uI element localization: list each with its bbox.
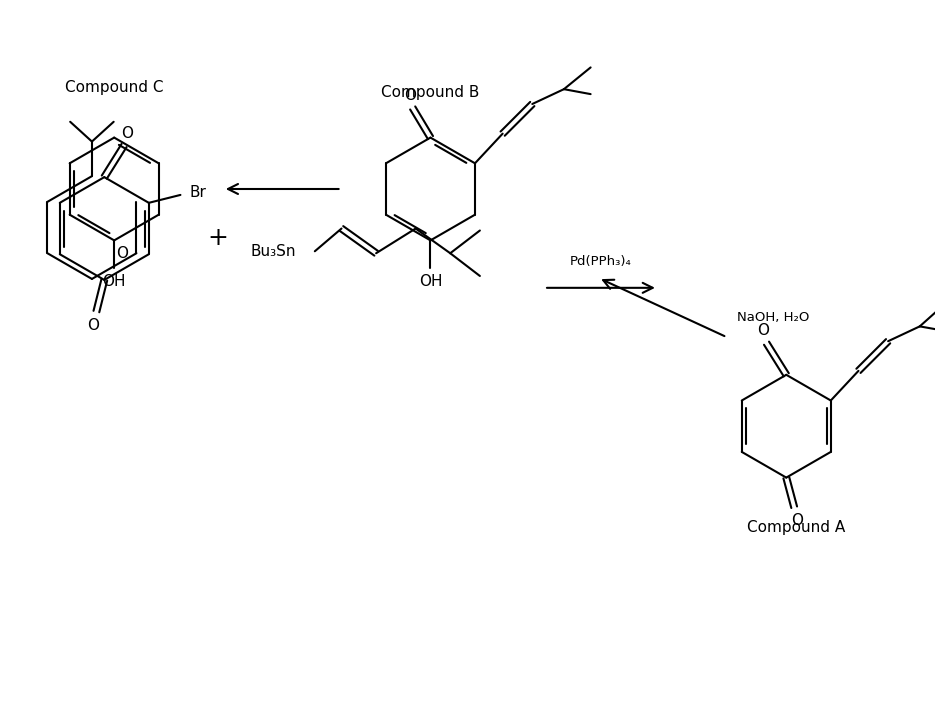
Text: Pd(PPh₃)₄: Pd(PPh₃)₄ xyxy=(570,255,632,268)
Text: Compound A: Compound A xyxy=(747,520,845,535)
Text: Bu₃Sn: Bu₃Sn xyxy=(251,244,296,259)
Text: O: O xyxy=(403,87,415,103)
Text: OH: OH xyxy=(102,275,126,290)
Text: Compound B: Compound B xyxy=(382,85,479,100)
Text: NaOH, H₂O: NaOH, H₂O xyxy=(737,311,809,324)
Text: OH: OH xyxy=(418,275,442,290)
Text: O: O xyxy=(121,126,133,141)
Text: O: O xyxy=(758,323,770,338)
Text: O: O xyxy=(791,513,803,528)
Text: O: O xyxy=(117,246,129,261)
Text: Br: Br xyxy=(190,186,207,201)
Text: O: O xyxy=(87,318,100,333)
Text: +: + xyxy=(208,227,228,250)
Text: Compound C: Compound C xyxy=(65,80,164,95)
